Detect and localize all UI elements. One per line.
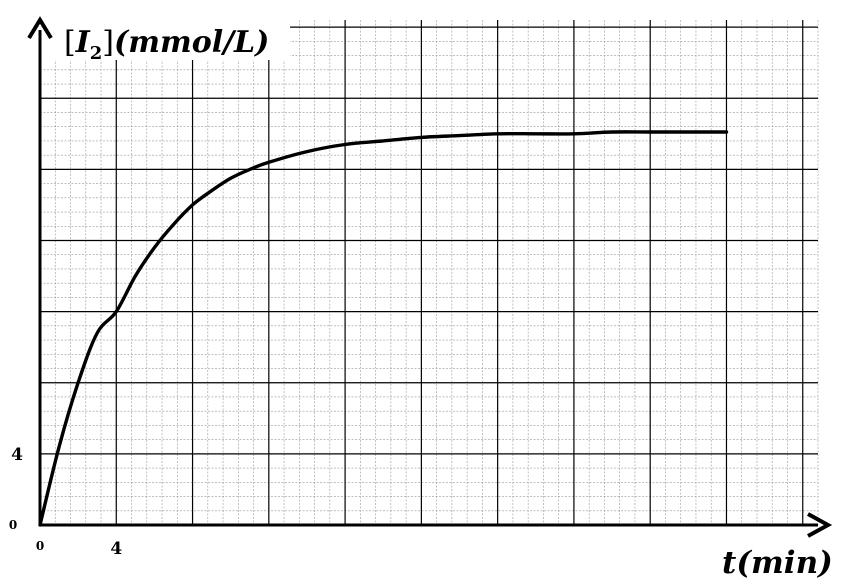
ylabel-symbol: I	[75, 25, 91, 60]
major-grid	[40, 20, 818, 525]
x-tick-label: 4	[110, 539, 122, 559]
y-tick-label: 0	[9, 518, 17, 532]
x-axis-label: t(min)	[722, 545, 833, 581]
y-tick-labels: 04	[9, 445, 23, 532]
x-tick-label: 0	[36, 539, 44, 553]
y-axis-label: [I2](mmol/L)	[64, 25, 269, 64]
ylabel-unit: (mmol/L)	[114, 25, 269, 60]
y-tick-label: 4	[11, 445, 23, 465]
concentration-curve	[38, 130, 729, 527]
ylabel-bracket-open: [	[64, 25, 76, 60]
xlabel-unit: (min)	[736, 545, 832, 581]
ylabel-subscript: 2	[90, 43, 103, 64]
xlabel-symbol: t	[722, 545, 737, 581]
y-axis-arrow-icon	[27, 16, 53, 40]
minor-grid	[40, 20, 819, 525]
x-axis-arrow-icon	[807, 512, 833, 538]
ylabel-bracket-close: ]	[102, 25, 114, 60]
